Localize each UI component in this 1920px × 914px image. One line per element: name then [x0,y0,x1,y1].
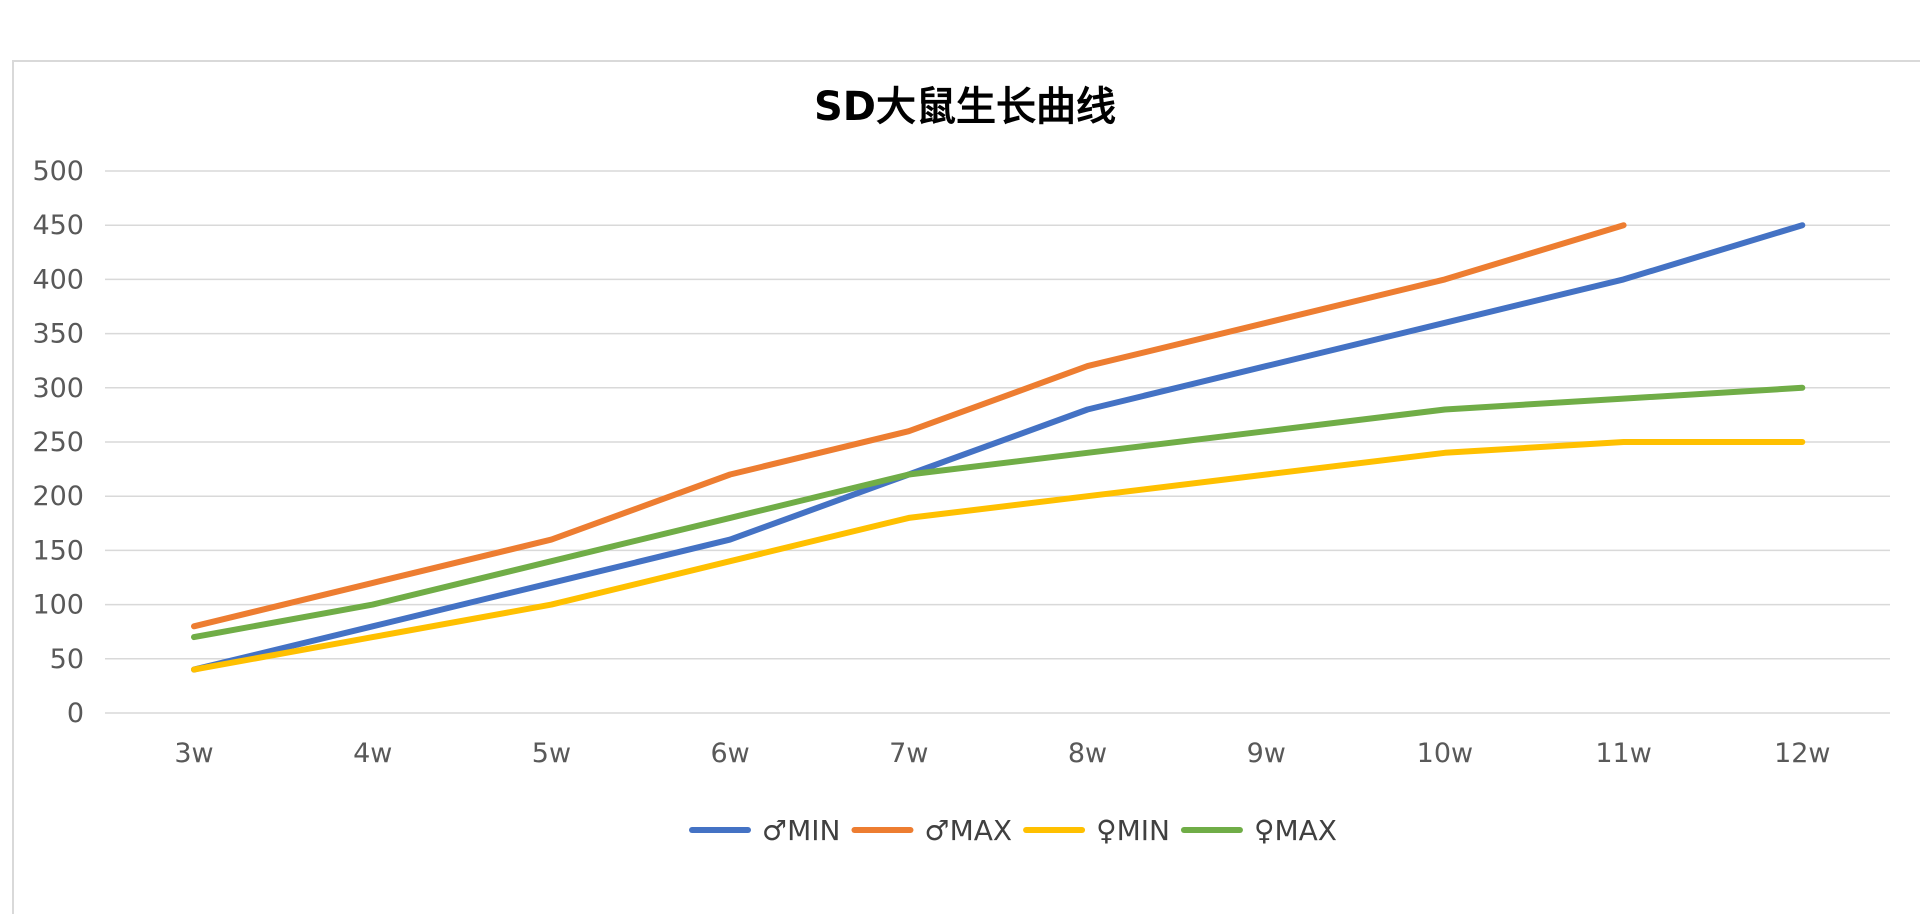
series-lines [191,222,1806,673]
y-tick-label: 250 [32,427,84,458]
series-line-0 [191,222,1806,673]
y-tick-label: 300 [32,373,84,404]
y-tick-label: 450 [32,210,84,241]
legend-label-1: ♂MAX [924,814,1012,847]
y-tick-label: 400 [32,264,84,295]
y-tick-label: 350 [32,319,84,350]
chart-frame [12,60,1920,914]
series-line-1 [191,222,1627,630]
x-tick-label: 9w [1247,738,1286,769]
y-tick-label: 500 [32,156,84,187]
legend-label-3: ♀MAX [1254,814,1337,847]
legend-label-2: ♀MIN [1096,814,1170,847]
y-tick-label: 50 [50,644,84,675]
x-tick-label: 7w [889,738,928,769]
y-tick-label: 200 [32,481,84,512]
x-tick-label: 10w [1417,738,1473,769]
x-tick-label: 6w [710,738,749,769]
x-tick-label: 3w [174,738,213,769]
legend: ♂MIN ♂MAX ♀MIN ♀MAX [689,814,1337,847]
x-tick-label: 5w [532,738,571,769]
x-tick-label: 12w [1774,738,1830,769]
x-tick-label: 4w [353,738,392,769]
chart-title: SD大鼠生长曲线 [814,84,1116,130]
y-tick-label: 0 [67,698,84,729]
series-line-2 [191,439,1806,673]
y-tick-label: 100 [32,590,84,621]
x-axis-ticks: 3w 4w 5w 6w 7w 8w 9w 10w 11w 12w [174,738,1830,769]
y-tick-label: 150 [32,535,84,566]
gridlines [105,170,1890,714]
legend-label-0: ♂MIN [762,814,840,847]
y-axis-ticks: 0 50 100 150 200 250 300 350 400 450 500 [32,156,84,729]
x-tick-label: 11w [1595,738,1651,769]
series-line-3 [191,384,1806,641]
x-tick-label: 8w [1068,738,1107,769]
